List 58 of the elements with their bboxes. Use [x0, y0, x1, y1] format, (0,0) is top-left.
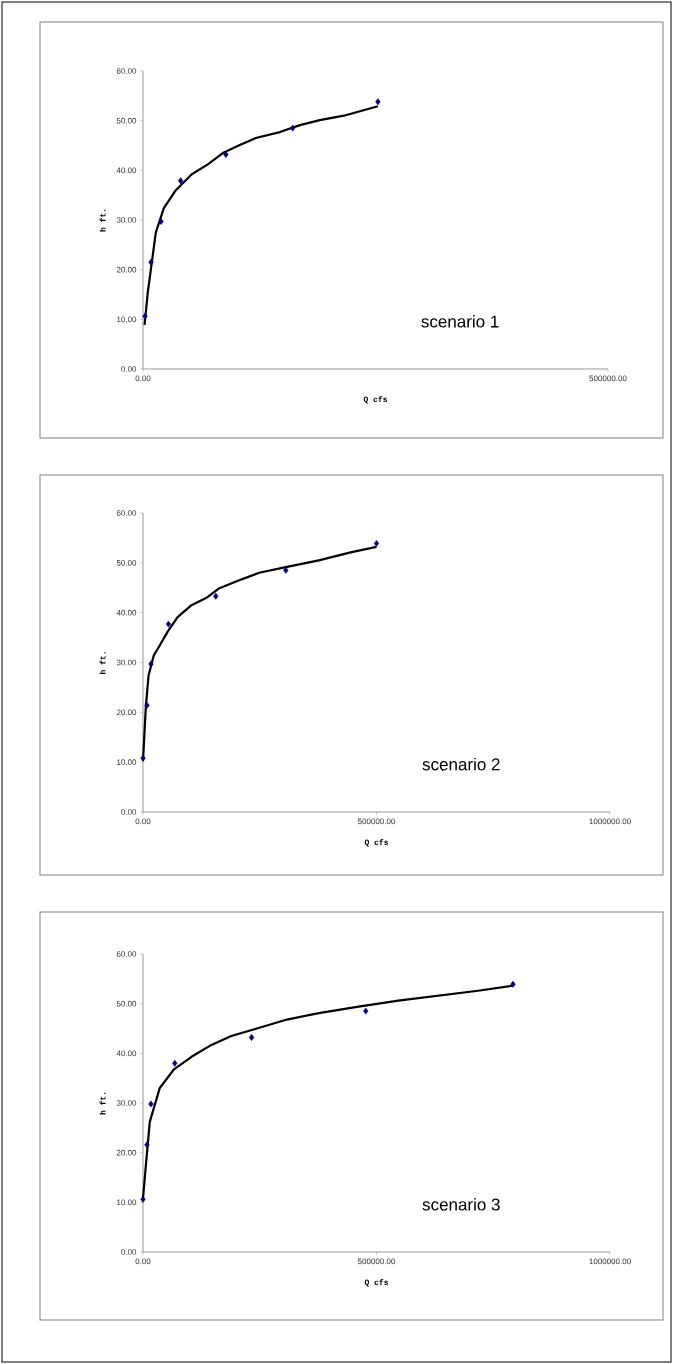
annotation: scenario 2 — [422, 757, 500, 771]
annotation: scenario 1 — [421, 315, 499, 328]
y-tick-label: 0.00 — [121, 366, 137, 372]
y-tick-label: 0.00 — [121, 809, 137, 815]
y-tick-label: 50.00 — [116, 1000, 137, 1007]
point — [283, 566, 289, 574]
point — [165, 620, 172, 628]
x-tick-label: 500000.00 — [357, 1258, 396, 1265]
point — [148, 258, 154, 266]
point — [363, 1007, 369, 1015]
y-tick-label: 60.00 — [116, 951, 137, 957]
y-tick-label: 40.00 — [116, 167, 137, 174]
x-axis-title: Q cfs — [364, 1279, 389, 1287]
y-tick-label: 50.00 — [116, 560, 137, 566]
point — [140, 1195, 146, 1203]
point — [142, 312, 148, 320]
y-axis-title: h ft. — [99, 1092, 106, 1115]
y-tick-label: 10.00 — [117, 316, 137, 323]
point — [148, 660, 154, 668]
y-tick-label: 30.00 — [116, 659, 137, 666]
x-axis-title: Q cfs — [363, 396, 388, 404]
point — [213, 592, 219, 600]
point — [148, 1100, 154, 1108]
y-tick-label: 60.00 — [116, 68, 137, 74]
point — [140, 754, 146, 762]
point — [223, 151, 229, 158]
y-tick-label: 10.00 — [117, 759, 137, 765]
x-tick-label: 0.00 — [135, 1258, 151, 1265]
y-tick-label: 20.00 — [116, 709, 137, 716]
y-tick-label: 20.00 — [116, 266, 137, 273]
x-tick-label: 1000000.00 — [589, 818, 631, 825]
x-tick-label: 1000000.00 — [589, 1258, 631, 1265]
y-tick-label: 30.00 — [116, 217, 137, 223]
y-tick-label: 40.00 — [116, 1050, 137, 1057]
y-tick-label: 0.00 — [121, 1249, 137, 1255]
y-tick-label: 30.00 — [116, 1100, 137, 1106]
point — [373, 539, 380, 547]
point — [144, 701, 150, 709]
x-tick-label: 500000.00 — [589, 375, 627, 382]
y-axis-title: h ft. — [99, 209, 106, 232]
x-tick-label: 0.00 — [135, 818, 151, 825]
annotation: scenario 3 — [422, 1198, 500, 1211]
point — [290, 124, 296, 132]
point — [158, 218, 164, 225]
point — [375, 98, 381, 106]
point — [178, 177, 184, 185]
y-tick-label: 60.00 — [116, 510, 137, 516]
point — [144, 1141, 150, 1149]
point — [172, 1059, 178, 1067]
y-tick-label: 40.00 — [116, 609, 137, 616]
y-tick-label: 50.00 — [116, 117, 137, 124]
y-axis-title: h ft. — [99, 652, 106, 674]
x-tick-label: 500000.00 — [357, 818, 396, 825]
y-tick-label: 10.00 — [117, 1199, 137, 1206]
point — [248, 1034, 255, 1041]
x-axis-title: Q cfs — [364, 839, 389, 847]
y-tick-label: 20.00 — [116, 1149, 137, 1156]
point — [510, 980, 516, 988]
